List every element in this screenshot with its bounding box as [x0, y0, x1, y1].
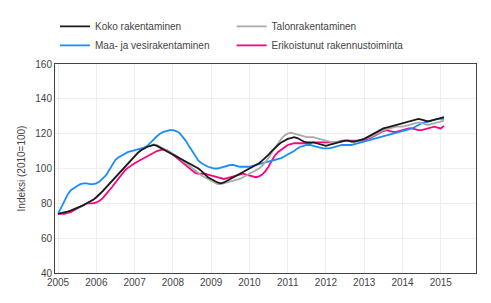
svg-text:Maa- ja vesirakentaminen: Maa- ja vesirakentaminen — [95, 40, 210, 51]
svg-text:120: 120 — [35, 128, 52, 139]
svg-text:2009: 2009 — [200, 277, 223, 288]
svg-text:Indeksi (2010=100): Indeksi (2010=100) — [16, 126, 27, 212]
svg-text:Talonrakentaminen: Talonrakentaminen — [272, 21, 357, 32]
svg-text:40: 40 — [41, 268, 53, 279]
svg-text:Erikoistunut rakennustoiminta: Erikoistunut rakennustoiminta — [272, 40, 404, 51]
svg-text:100: 100 — [35, 163, 52, 174]
svg-text:2013: 2013 — [353, 277, 376, 288]
svg-text:2006: 2006 — [85, 277, 108, 288]
svg-text:2012: 2012 — [315, 277, 338, 288]
svg-text:2007: 2007 — [123, 277, 146, 288]
svg-text:2015: 2015 — [430, 277, 453, 288]
svg-text:2008: 2008 — [162, 277, 185, 288]
svg-text:2010: 2010 — [238, 277, 261, 288]
svg-text:2005: 2005 — [47, 277, 70, 288]
svg-text:Koko rakentaminen: Koko rakentaminen — [95, 21, 181, 32]
svg-text:80: 80 — [41, 198, 53, 209]
svg-text:60: 60 — [41, 233, 53, 244]
svg-text:2014: 2014 — [391, 277, 414, 288]
svg-text:160: 160 — [35, 59, 52, 70]
svg-text:2011: 2011 — [277, 277, 299, 288]
svg-text:140: 140 — [35, 93, 52, 104]
